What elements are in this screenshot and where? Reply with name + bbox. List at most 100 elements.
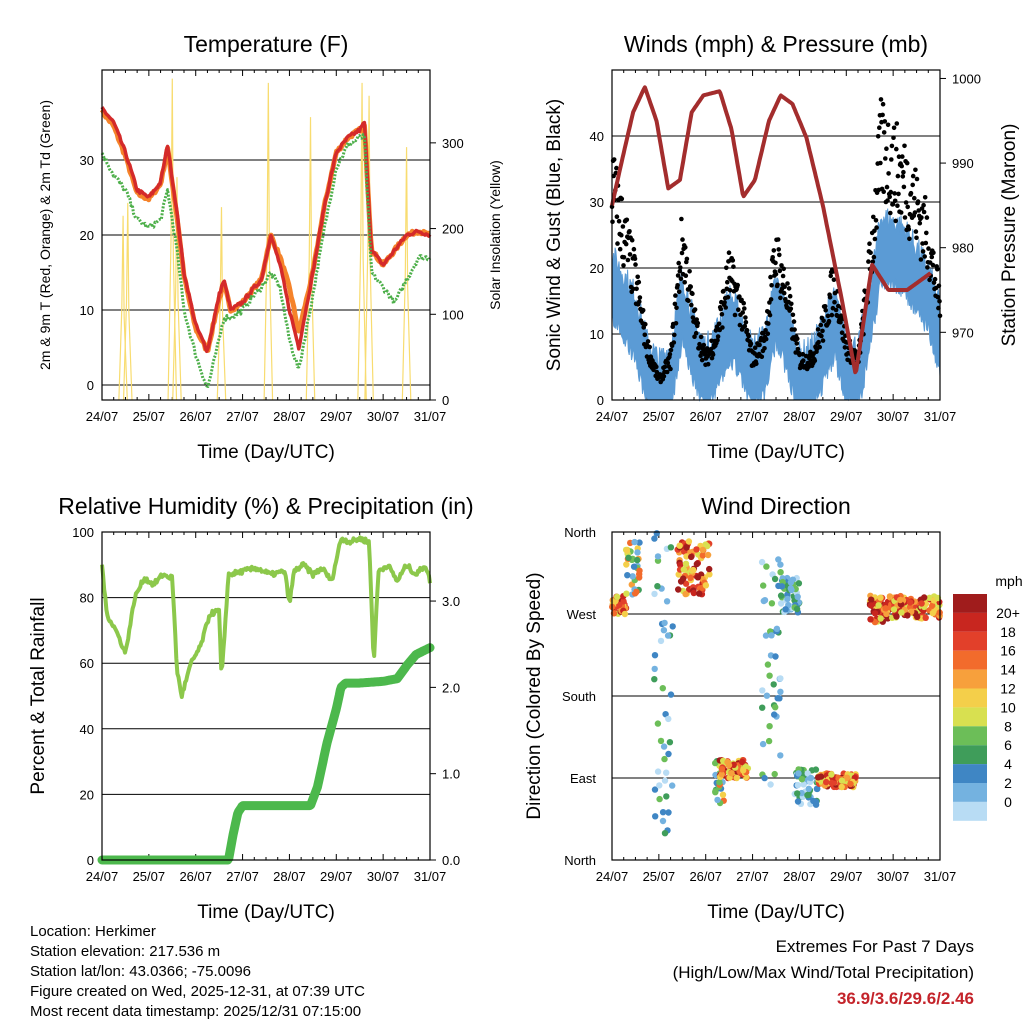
direction-point (867, 616, 874, 623)
gust-point (739, 297, 744, 303)
direction-point (683, 544, 690, 551)
gust-point (913, 167, 918, 173)
x-tick-label: 25/07 (133, 409, 166, 424)
direction-point (922, 614, 929, 621)
gust-point (773, 271, 779, 277)
gust-point (788, 306, 794, 312)
gust-point (878, 97, 884, 102)
chart-title: Temperature (F) (184, 31, 349, 57)
gust-point (678, 265, 683, 270)
gust-point (914, 176, 920, 182)
gust-point (754, 361, 759, 367)
x-tick-label: 28/07 (273, 409, 306, 424)
extremes-box: Extremes For Past 7 Days (High/Low/Max W… (673, 934, 974, 1012)
gust-point (882, 119, 888, 124)
direction-point (725, 761, 733, 769)
y-right-tick-label: 1000 (952, 71, 981, 86)
gust-point (915, 199, 921, 204)
gust-point (782, 284, 787, 290)
gust-point (672, 301, 678, 307)
x-tick-label: 25/07 (643, 869, 676, 884)
colorbar-swatch (953, 783, 987, 802)
direction-point (719, 791, 727, 798)
x-tick-label: 27/07 (736, 409, 769, 424)
direction-point (688, 553, 695, 561)
gust-point (773, 260, 778, 266)
gust-point (636, 279, 642, 285)
gust-point (786, 286, 792, 291)
direction-point (654, 583, 661, 590)
gust-point (737, 294, 742, 299)
direction-point (682, 580, 690, 587)
direction-point (621, 610, 629, 618)
y-tick-label: 20 (80, 228, 94, 243)
direction-point (759, 687, 766, 694)
x-tick-label: 24/07 (596, 409, 629, 424)
gust-point (757, 342, 762, 348)
gust-point (759, 354, 765, 360)
direction-point (778, 583, 786, 590)
gust-point (789, 301, 794, 307)
direction-point (656, 782, 663, 789)
direction-point (699, 546, 707, 554)
direction-point (663, 598, 671, 605)
gust-point (684, 256, 690, 262)
direction-point (651, 676, 658, 683)
direction-point (765, 737, 773, 745)
direction-point (716, 779, 723, 786)
direction-point (763, 563, 770, 570)
direction-point (794, 790, 801, 797)
direction-point (634, 556, 641, 564)
x-tick-label: 30/07 (367, 409, 400, 424)
colorbar-label: 4 (1004, 756, 1012, 772)
gust-point (889, 143, 895, 149)
x-tick-label: 27/07 (736, 869, 769, 884)
x-tick-label: 31/07 (414, 409, 447, 424)
gust-point (724, 265, 729, 271)
gust-point (634, 286, 639, 292)
direction-point (763, 692, 771, 699)
gust-point (674, 305, 679, 311)
x-tick-label: 24/07 (86, 869, 119, 884)
gust-point (620, 224, 626, 229)
gust-point (654, 364, 659, 370)
gust-point (901, 184, 907, 190)
gust-point (922, 254, 927, 259)
direction-point (777, 569, 784, 576)
y-tick-label: North (564, 853, 596, 868)
direction-point (625, 554, 632, 561)
direction-point (838, 783, 845, 791)
direction-point (787, 579, 795, 586)
gust-point (763, 336, 769, 342)
direction-point (656, 795, 663, 803)
gust-point (725, 295, 731, 300)
gust-point (679, 250, 685, 256)
gust-point (781, 266, 786, 272)
gust-point (787, 293, 793, 299)
gust-point (616, 218, 622, 224)
gust-point (680, 237, 685, 242)
direction-point (663, 793, 670, 800)
gust-point (895, 203, 900, 208)
gust-point (694, 317, 699, 322)
gust-point (892, 191, 897, 196)
direction-point (868, 596, 875, 603)
direction-point (680, 575, 687, 582)
direction-point (693, 546, 700, 553)
direction-point (661, 777, 669, 784)
gust-point (664, 369, 670, 375)
direction-point (823, 778, 830, 786)
direction-point (677, 561, 684, 569)
gust-point (748, 341, 754, 347)
precip-series (97, 643, 435, 865)
direction-point (620, 598, 627, 605)
gust-point (825, 313, 831, 319)
gust-point (919, 215, 924, 220)
direction-point (704, 551, 712, 559)
direction-point (838, 777, 846, 784)
gust-point (873, 218, 879, 223)
direction-point (623, 547, 631, 554)
direction-point (847, 780, 854, 788)
colorbar-label: 14 (1000, 662, 1016, 678)
latlon-text: Station lat/lon: 43.0366; -75.0096 (30, 963, 252, 980)
